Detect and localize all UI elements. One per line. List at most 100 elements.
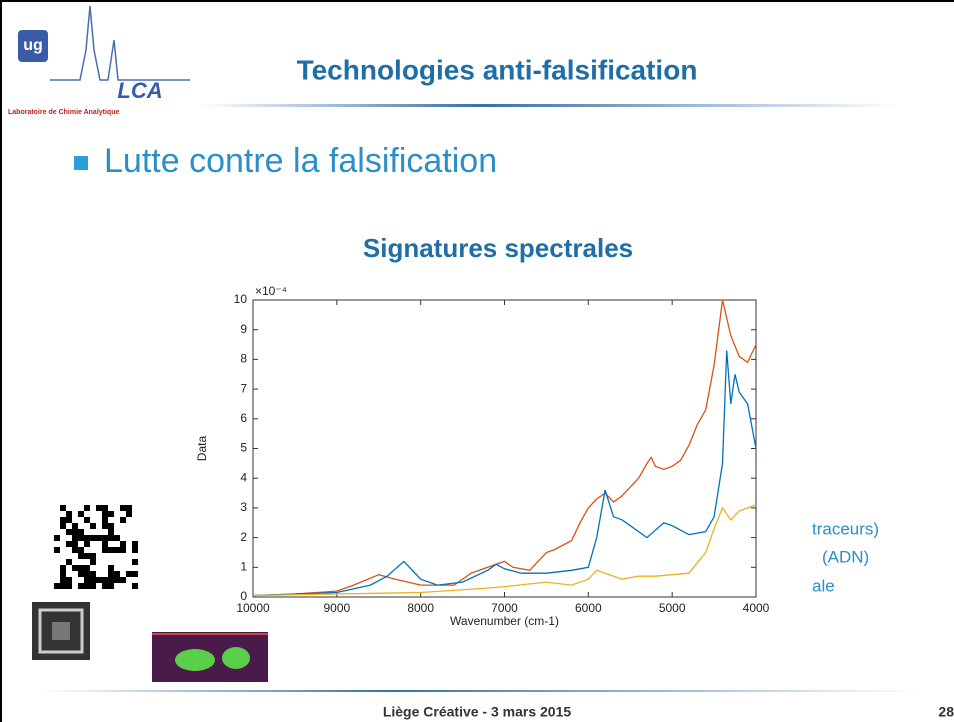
y-tick-label: 9	[240, 322, 247, 336]
qr-cell	[102, 547, 108, 553]
qr-cell	[60, 583, 66, 589]
qr-cell	[126, 511, 132, 517]
footer: Liège Créative - 3 mars 2015	[383, 704, 572, 720]
qr-cell	[96, 577, 102, 583]
x-tick-label: 6000	[575, 601, 602, 615]
slide-title: Technologies anti-falsification	[297, 54, 698, 85]
qr-cell	[84, 505, 90, 511]
x-tick-label: 10000	[236, 601, 270, 615]
y-tick-label: 5	[240, 441, 247, 455]
bullet-text: Lutte contre la falsification	[104, 142, 497, 180]
qr-cell	[108, 535, 114, 541]
y-tick-label: 8	[240, 352, 247, 366]
qr-cell	[90, 559, 96, 565]
qr-cell	[60, 517, 66, 523]
qr-cell	[120, 547, 126, 553]
qr-cell	[102, 577, 108, 583]
y-tick-label: 1	[240, 559, 247, 573]
qr-cell	[102, 523, 108, 529]
qr-cell	[90, 583, 96, 589]
qr-cell	[78, 547, 84, 553]
qr-cell	[126, 571, 132, 577]
y-tick-label: 6	[240, 411, 247, 425]
qr-cell	[90, 523, 96, 529]
qr-cell	[114, 577, 120, 583]
qr-cell	[132, 583, 138, 589]
list-item: traceurs)	[812, 519, 879, 538]
qr-cell	[78, 571, 84, 577]
qr-cell	[72, 535, 78, 541]
x-axis-label: Wavenumber (cm-1)	[450, 614, 559, 628]
qr-cell	[72, 529, 78, 535]
qr-cell	[102, 511, 108, 517]
qr-cell	[84, 553, 90, 559]
qr-cell	[72, 547, 78, 553]
qr-cell	[120, 517, 126, 523]
qr-cell	[102, 505, 108, 511]
qr-cell	[84, 583, 90, 589]
qr-cell	[66, 559, 72, 565]
logo-lab: LCA	[117, 78, 162, 103]
qr-cell	[132, 571, 138, 577]
x-tick-label: 8000	[407, 601, 434, 615]
chart-background	[190, 285, 800, 630]
logo-peak	[50, 5, 190, 81]
x-tick-label: 4000	[743, 601, 770, 615]
y-tick-label: 3	[240, 500, 247, 514]
qr-cell	[114, 571, 120, 577]
qr-cell	[66, 541, 72, 547]
qr-cell	[54, 583, 60, 589]
qr-cell	[78, 583, 84, 589]
qr-cell	[132, 547, 138, 553]
hologram-sticker	[222, 647, 250, 669]
qr-cell	[72, 541, 78, 547]
y-tick-label: 10	[234, 292, 248, 306]
x-tick-label: 9000	[323, 601, 350, 615]
x-tick-label: 7000	[491, 601, 518, 615]
qr-cell	[132, 559, 138, 565]
qr-cell	[90, 553, 96, 559]
logo-badge	[18, 30, 48, 62]
qr-cell	[84, 571, 90, 577]
qr-cell	[66, 577, 72, 583]
bullet-marker	[74, 156, 88, 170]
qr-cell	[96, 535, 102, 541]
qr-cell	[108, 547, 114, 553]
series-line	[252, 350, 757, 597]
series-line	[252, 504, 757, 597]
x-tick-label: 5000	[659, 601, 686, 615]
qr-cell	[102, 517, 108, 523]
y-axis-label: Data	[195, 436, 209, 462]
qr-cell	[60, 571, 66, 577]
qr-cell	[90, 535, 96, 541]
qr-cell	[66, 529, 72, 535]
qr-cell	[78, 565, 84, 571]
qr-cell	[60, 577, 66, 583]
qr-cell	[108, 529, 114, 535]
qr-code	[54, 505, 138, 589]
qr-cell	[72, 565, 78, 571]
qr-cell	[108, 523, 114, 529]
qr-cell	[96, 505, 102, 511]
qr-cell	[126, 505, 132, 511]
qr-cell	[54, 547, 60, 553]
qr-cell	[102, 583, 108, 589]
qr-cell	[120, 577, 126, 583]
qr-cell	[90, 577, 96, 583]
y-tick-label: 0	[240, 589, 247, 603]
qr-cell	[102, 535, 108, 541]
qr-cell	[78, 511, 84, 517]
qr-cell	[84, 565, 90, 571]
header-rule	[200, 104, 900, 107]
qr-cell	[108, 511, 114, 517]
qr-cell	[114, 547, 120, 553]
y-tick-label: 2	[240, 530, 247, 544]
qr-cell	[90, 571, 96, 577]
y-scale-label: ×10⁻⁴	[255, 284, 287, 298]
chart-title: Signatures spectrales	[363, 233, 633, 263]
logo-caption: Laboratoire de Chimie Analytique	[8, 109, 119, 116]
qr-cell	[78, 529, 84, 535]
qr-cell	[66, 511, 72, 517]
page-number: 28	[938, 704, 954, 720]
